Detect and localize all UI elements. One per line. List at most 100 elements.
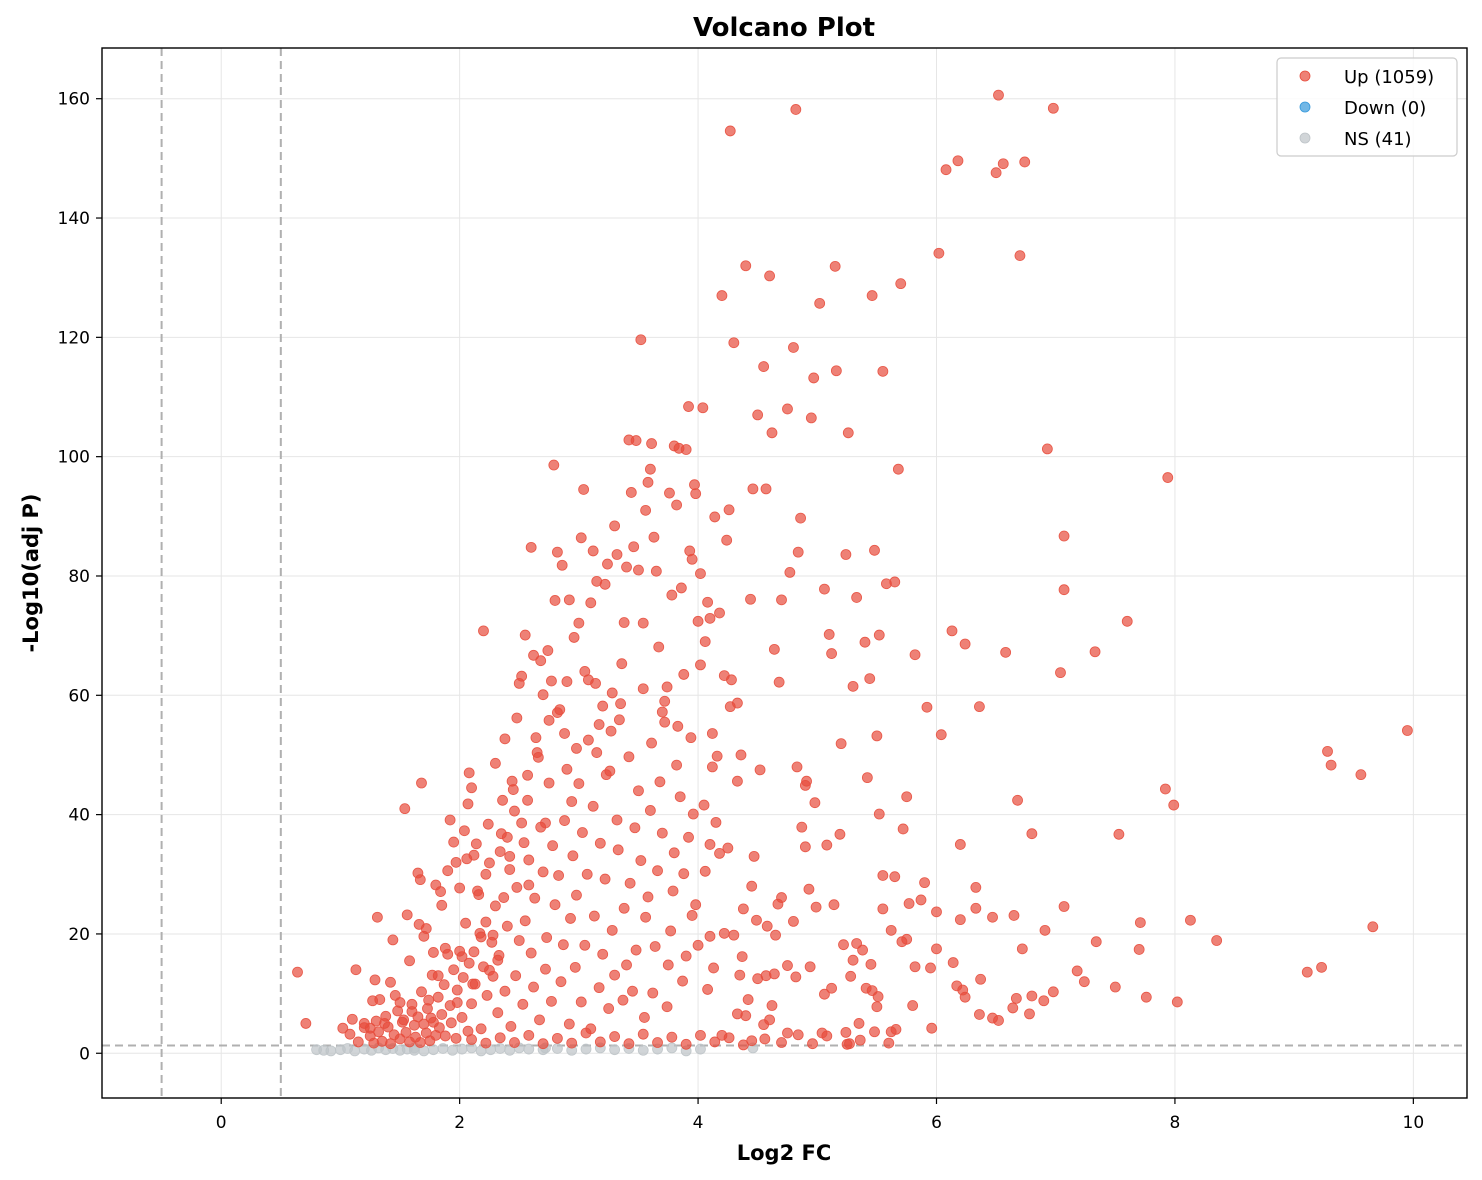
data-point xyxy=(621,561,632,573)
data-point xyxy=(1140,991,1152,1003)
data-point xyxy=(537,866,549,878)
legend-label-up: Up (1059) xyxy=(1344,67,1434,88)
data-point xyxy=(468,849,480,861)
data-point xyxy=(561,676,573,687)
data-point xyxy=(661,681,673,693)
data-point xyxy=(788,342,799,353)
data-point xyxy=(420,1027,432,1039)
data-point xyxy=(591,747,603,758)
data-point xyxy=(436,1009,448,1020)
data-point xyxy=(644,463,656,475)
data-point xyxy=(1014,250,1026,262)
data-point xyxy=(723,1032,735,1044)
data-point xyxy=(987,1012,998,1024)
data-point xyxy=(959,638,971,650)
data-point xyxy=(397,1016,408,1028)
data-point xyxy=(494,846,506,858)
data-point xyxy=(513,935,525,946)
data-point xyxy=(593,719,605,730)
data-point xyxy=(947,957,959,968)
data-point xyxy=(952,155,964,167)
data-point xyxy=(454,882,466,894)
data-point xyxy=(933,247,945,259)
data-point xyxy=(734,969,746,981)
data-point xyxy=(482,818,494,830)
data-point xyxy=(866,290,878,301)
data-point xyxy=(865,958,877,970)
data-point xyxy=(530,732,542,744)
data-point xyxy=(507,784,519,795)
data-point xyxy=(716,290,728,301)
data-point xyxy=(432,991,444,1003)
data-point xyxy=(551,1043,563,1054)
data-point xyxy=(401,909,413,921)
data-point xyxy=(915,894,927,906)
data-point xyxy=(635,855,647,866)
data-point xyxy=(463,957,475,969)
data-point xyxy=(523,1043,535,1055)
data-point xyxy=(480,1037,492,1049)
data-point xyxy=(511,882,523,893)
x-tick-label: 4 xyxy=(693,1113,704,1133)
data-point xyxy=(617,994,629,1006)
data-point xyxy=(686,553,698,565)
data-point xyxy=(633,564,644,576)
data-point xyxy=(788,916,799,927)
data-point xyxy=(1055,667,1066,679)
data-point xyxy=(666,589,678,601)
data-point xyxy=(814,297,826,309)
data-point xyxy=(654,776,666,788)
data-point xyxy=(861,772,873,784)
data-point xyxy=(1355,769,1367,781)
data-point xyxy=(509,1037,520,1048)
data-point xyxy=(791,761,803,773)
data-point xyxy=(860,982,872,994)
data-point xyxy=(490,757,501,769)
data-point xyxy=(853,1018,865,1029)
y-ticks: 0 20 40 60 80 100 120 140 160 xyxy=(58,90,102,1064)
data-point xyxy=(704,839,716,850)
data-point xyxy=(537,1038,549,1050)
data-point xyxy=(869,544,880,556)
data-point xyxy=(404,1036,415,1048)
data-point xyxy=(940,164,952,176)
data-point xyxy=(444,1000,456,1011)
data-point xyxy=(877,365,889,377)
data-point xyxy=(640,504,652,516)
data-point xyxy=(711,750,723,762)
data-point xyxy=(758,1019,770,1031)
data-point xyxy=(925,962,936,974)
data-point xyxy=(951,980,963,992)
data-point xyxy=(492,1007,504,1019)
data-point xyxy=(877,870,889,881)
data-point xyxy=(702,596,714,608)
data-point xyxy=(737,903,749,915)
data-point xyxy=(1071,965,1083,977)
data-point xyxy=(683,401,694,412)
data-point xyxy=(484,857,495,869)
data-point xyxy=(690,899,702,911)
data-point xyxy=(873,808,885,820)
data-point xyxy=(546,995,557,1007)
data-point xyxy=(466,782,477,794)
data-point xyxy=(416,986,427,998)
data-point xyxy=(1047,102,1059,114)
data-point xyxy=(782,1027,793,1039)
data-point xyxy=(810,901,822,913)
data-point xyxy=(613,714,625,726)
data-point xyxy=(567,850,579,862)
legend-label-down: Down (0) xyxy=(1344,98,1426,119)
data-point xyxy=(525,947,537,959)
data-point xyxy=(385,976,396,988)
data-point xyxy=(659,695,671,707)
data-point xyxy=(698,799,710,811)
data-point xyxy=(801,775,812,787)
data-point xyxy=(1367,921,1379,933)
data-point xyxy=(469,978,481,990)
data-point xyxy=(561,763,573,775)
data-point xyxy=(406,998,418,1010)
data-point xyxy=(851,938,863,949)
data-point xyxy=(475,1023,487,1035)
data-point xyxy=(543,777,555,789)
data-point xyxy=(754,764,766,776)
